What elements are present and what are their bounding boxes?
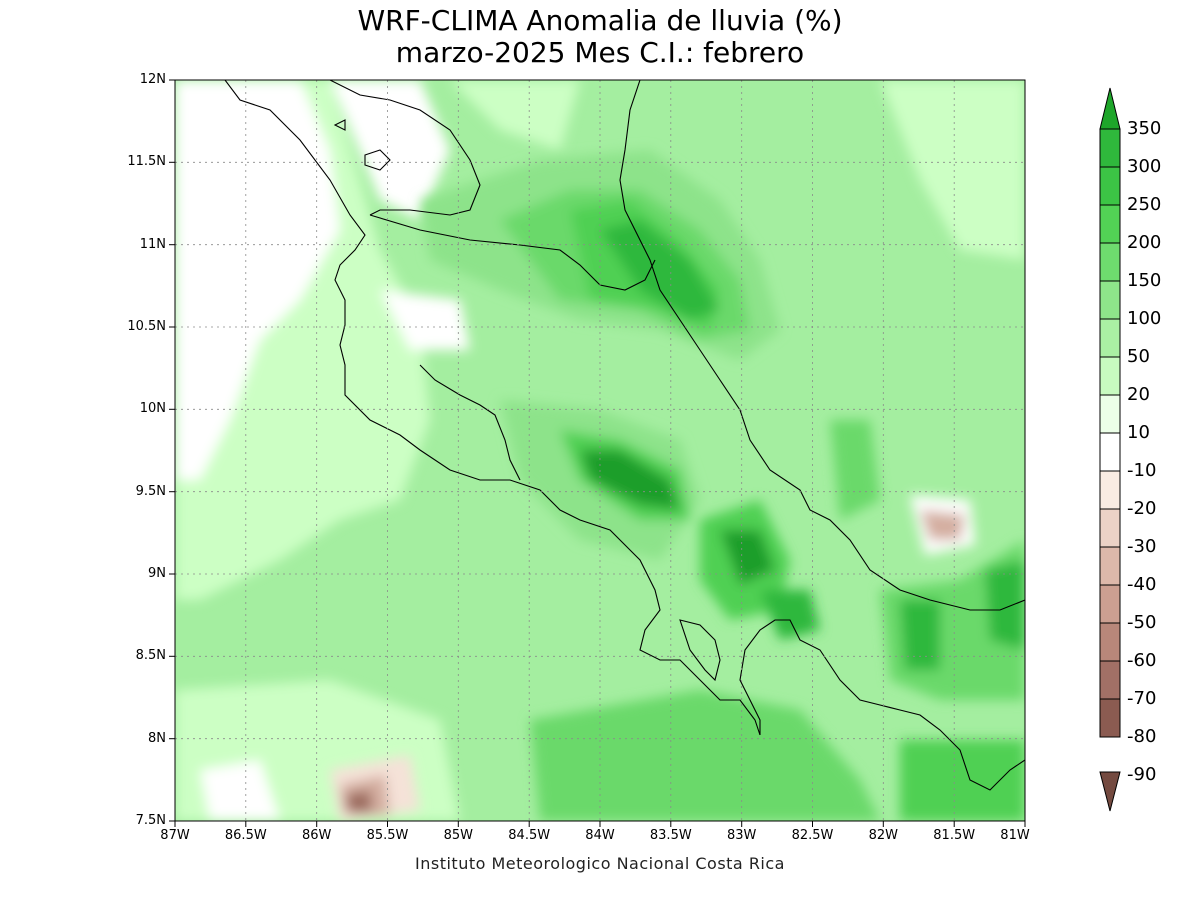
x-tick-label: 81W (1000, 828, 1030, 843)
colorbar-box (1099, 280, 1121, 320)
anomaly-south-peak (720, 530, 775, 585)
coastlines (224, 80, 1025, 791)
negative-zone-east (920, 510, 965, 540)
y-tick-label: 9N (148, 566, 166, 581)
colorbar-box (1099, 546, 1121, 586)
white-zone-north (330, 80, 450, 220)
light-zone-northeast (880, 80, 1025, 260)
osa-peninsula (679, 619, 721, 682)
x-tick-label: 82.5W (791, 828, 834, 843)
anomaly-field (175, 80, 1025, 821)
island-1 (364, 149, 391, 171)
x-tick-label: 85.5W (366, 828, 409, 843)
colorbar-box (1099, 356, 1121, 396)
colorbar-box (1099, 166, 1121, 206)
x-tick-label: 84.5W (508, 828, 551, 843)
x-tick-label: 86W (301, 828, 332, 843)
anomaly-central-peak (580, 450, 680, 510)
colorbar-label: 250 (1127, 194, 1162, 215)
anomaly-caribbean-strong (830, 420, 880, 520)
x-tick-label: 83W (726, 828, 757, 843)
colorbar-box (1099, 432, 1121, 472)
anomaly-north-strongest (600, 220, 720, 320)
colorbar-box (1099, 660, 1121, 700)
y-tick-label: 7.5N (135, 813, 166, 828)
colorbar-label: -70 (1127, 688, 1157, 709)
x-tick-label: 85W (443, 828, 473, 843)
anomaly-east-core-2 (985, 560, 1025, 650)
colorbar (1099, 87, 1121, 812)
colorbar-box (1099, 128, 1121, 168)
x-tick-label: 83.5W (649, 828, 692, 843)
colorbar-label: -40 (1127, 574, 1157, 595)
colorbar-label: -90 (1127, 764, 1157, 785)
x-tick-label: 86.5W (224, 828, 267, 843)
colorbar-top-arrow (1099, 87, 1121, 130)
y-tick-label: 8N (148, 731, 166, 746)
colorbar-label: 300 (1127, 156, 1162, 177)
x-tick-label: 84W (585, 828, 615, 843)
colorbar-box (1099, 508, 1121, 548)
white-zone-nicoya (380, 290, 470, 350)
y-tick-label: 10.5N (127, 319, 166, 334)
colorbar-label: 100 (1127, 308, 1162, 329)
colorbar-box (1099, 470, 1121, 510)
colorbar-label: -10 (1127, 460, 1157, 481)
anomaly-pacific-strong (530, 690, 880, 821)
anomaly-east-core-1 (900, 600, 940, 670)
tick-marks (169, 79, 1026, 827)
white-zone-southwest (200, 760, 280, 821)
anomaly-southeast-stronger (900, 740, 1025, 821)
caribbean-coastline (619, 80, 1025, 611)
colorbar-label: -20 (1127, 498, 1157, 519)
colorbar-label: -80 (1127, 726, 1157, 747)
credit-text: Instituto Meteorologico Nacional Costa R… (415, 854, 785, 873)
y-tick-label: 8.5N (135, 648, 166, 663)
panama-coastline (739, 619, 1025, 791)
colorbar-label: 200 (1127, 232, 1162, 253)
y-tick-label: 11.5N (127, 154, 166, 169)
nicaragua-lake-shore (329, 80, 481, 216)
colorbar-label: 350 (1127, 118, 1162, 139)
colorbar-label: -60 (1127, 650, 1157, 671)
chart-title-line2: marzo-2025 Mes C.I.: febrero (395, 36, 805, 69)
pacific-coastline (224, 80, 761, 736)
anomaly-south-strongest (760, 590, 820, 640)
colorbar-box (1099, 622, 1121, 662)
colorbar-boxes (1099, 128, 1121, 738)
colorbar-box (1099, 204, 1121, 244)
negative-zone-southwest-dark (345, 790, 372, 812)
x-tick-label: 82W (868, 828, 898, 843)
x-tick-label: 87W (160, 828, 190, 843)
colorbar-box (1099, 242, 1121, 282)
y-tick-label: 9.5N (135, 484, 166, 499)
chart-title-line1: WRF-CLIMA Anomalia de lluvia (%) (357, 4, 843, 37)
graticule (175, 80, 1025, 821)
colorbar-label: -50 (1127, 612, 1157, 633)
colorbar-label: 20 (1127, 384, 1150, 405)
x-tick-label: 81.5W (933, 828, 976, 843)
colorbar-box (1099, 318, 1121, 358)
y-tick-label: 10N (139, 401, 166, 416)
colorbar-bottom-arrow (1099, 771, 1121, 812)
colorbar-box (1099, 698, 1121, 738)
nicaragua-costa-rica-border (369, 214, 656, 291)
colorbar-label: 150 (1127, 270, 1162, 291)
island-2 (333, 119, 346, 131)
colorbar-label: 50 (1127, 346, 1150, 367)
colorbar-box (1099, 584, 1121, 624)
y-tick-label: 11N (139, 237, 166, 252)
colorbar-box (1099, 394, 1121, 434)
colorbar-label: -30 (1127, 536, 1157, 557)
white-zone-west (175, 80, 340, 480)
y-tick-label: 12N (139, 72, 166, 87)
colorbar-label: 10 (1127, 422, 1150, 443)
nicoya-gulf-coast (419, 364, 521, 481)
light-zone-lake (450, 80, 580, 150)
